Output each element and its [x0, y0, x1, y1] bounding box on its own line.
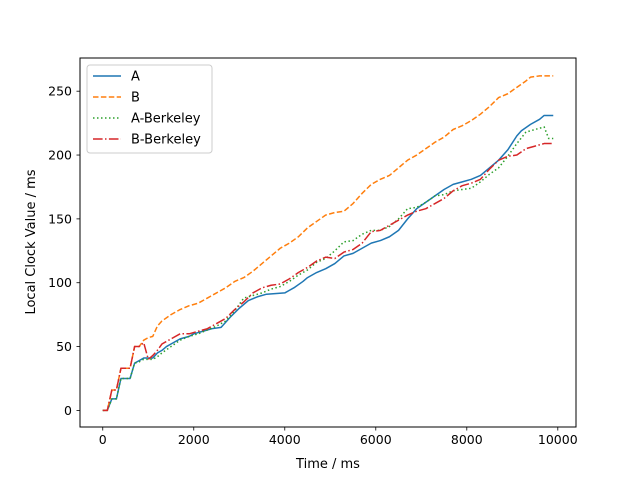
series-line-2: [102, 126, 554, 412]
series-line-1: [102, 75, 554, 412]
x-tick-label: 2000: [178, 432, 210, 447]
x-tick-label: 10000: [538, 432, 578, 447]
series-line-0: [102, 114, 554, 412]
legend-label-0: A: [131, 70, 140, 85]
y-axis-ticks: 0 50 100 150 200 250: [48, 84, 80, 418]
legend-label-3: B-Berkeley: [131, 133, 201, 148]
y-tick-label: 50: [56, 339, 72, 354]
x-axis-label: Time / ms: [295, 457, 360, 472]
y-tick-label: 100: [48, 275, 72, 290]
series-line-3: [102, 142, 554, 412]
y-tick-label: 0: [64, 403, 72, 418]
legend-items: AB A-Berkeley B-Berkeley: [93, 70, 201, 148]
y-tick-label: 200: [48, 148, 72, 163]
y-axis-label: Local Clock Value / ms: [24, 169, 39, 314]
x-tick-label: 0: [99, 432, 107, 447]
x-tick-label: 6000: [360, 432, 392, 447]
x-tick-label: 8000: [451, 432, 483, 447]
legend-box: [86, 64, 213, 154]
legend: AB A-Berkeley B-Berkeley: [86, 64, 213, 154]
plot-area-frame: [79, 57, 577, 428]
legend-label-1: B: [131, 91, 140, 106]
series-layer: [102, 75, 554, 412]
legend-label-2: A-Berkeley: [131, 112, 201, 127]
x-tick-label: 4000: [269, 432, 301, 447]
x-axis-ticks: 0 2000 4000 6000 8000 10000: [99, 427, 578, 447]
y-tick-label: 250: [48, 84, 72, 99]
y-tick-label: 150: [48, 211, 72, 226]
